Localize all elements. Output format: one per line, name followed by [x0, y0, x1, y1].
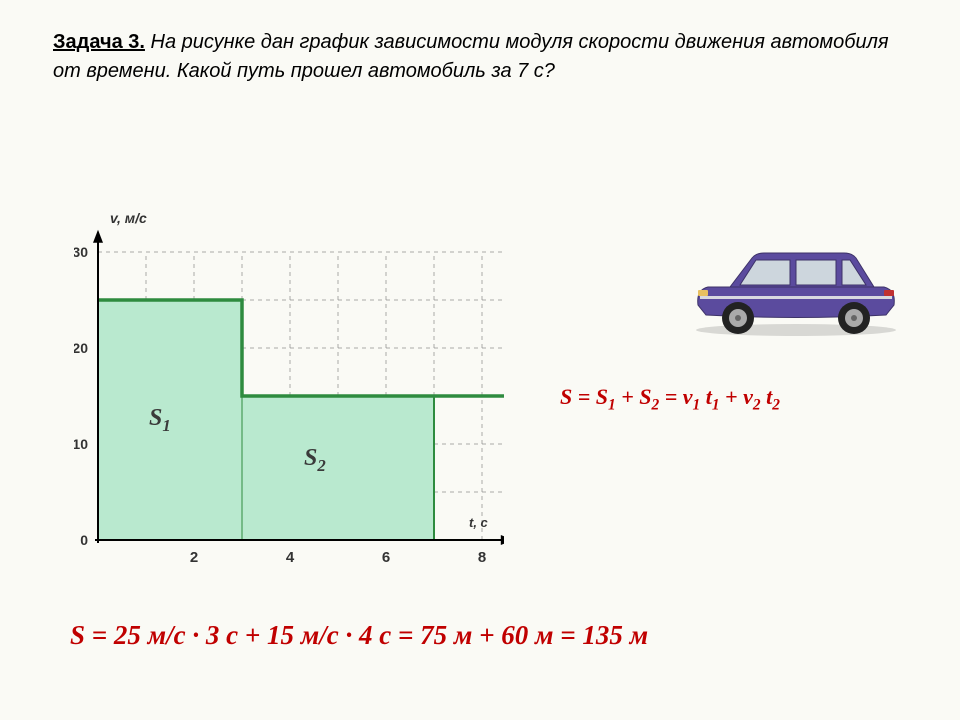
chart-svg: 0 10 20 30 2 4 6 8: [74, 215, 504, 575]
result-line: S = 25 м/с · 3 с + 15 м/с · 4 с = 75 м +…: [70, 620, 920, 651]
y-axis-label: v, м/с: [110, 210, 147, 226]
svg-text:2: 2: [190, 549, 198, 566]
svg-text:4: 4: [286, 549, 295, 566]
problem-header: Задача 3. На рисунке дан график зависимо…: [53, 28, 913, 86]
formula: S = S1 + S2 = v1 t1 + v2 t2: [560, 384, 780, 414]
svg-text:20: 20: [74, 340, 88, 356]
problem-label: Задача 3.: [53, 31, 145, 53]
x-axis-label: t, c: [469, 515, 488, 530]
car-illustration: [686, 240, 906, 338]
svg-text:10: 10: [74, 436, 88, 452]
velocity-chart: 01020302468 v, м/с t, c S1 S2: [74, 215, 504, 565]
s1-label: S1: [149, 405, 171, 436]
svg-text:8: 8: [478, 549, 486, 566]
svg-text:30: 30: [74, 244, 88, 260]
svg-text:6: 6: [382, 549, 390, 566]
problem-text: На рисунке дан график зависимости модуля…: [53, 31, 889, 82]
svg-text:0: 0: [80, 532, 88, 548]
s2-label: S2: [304, 445, 326, 476]
